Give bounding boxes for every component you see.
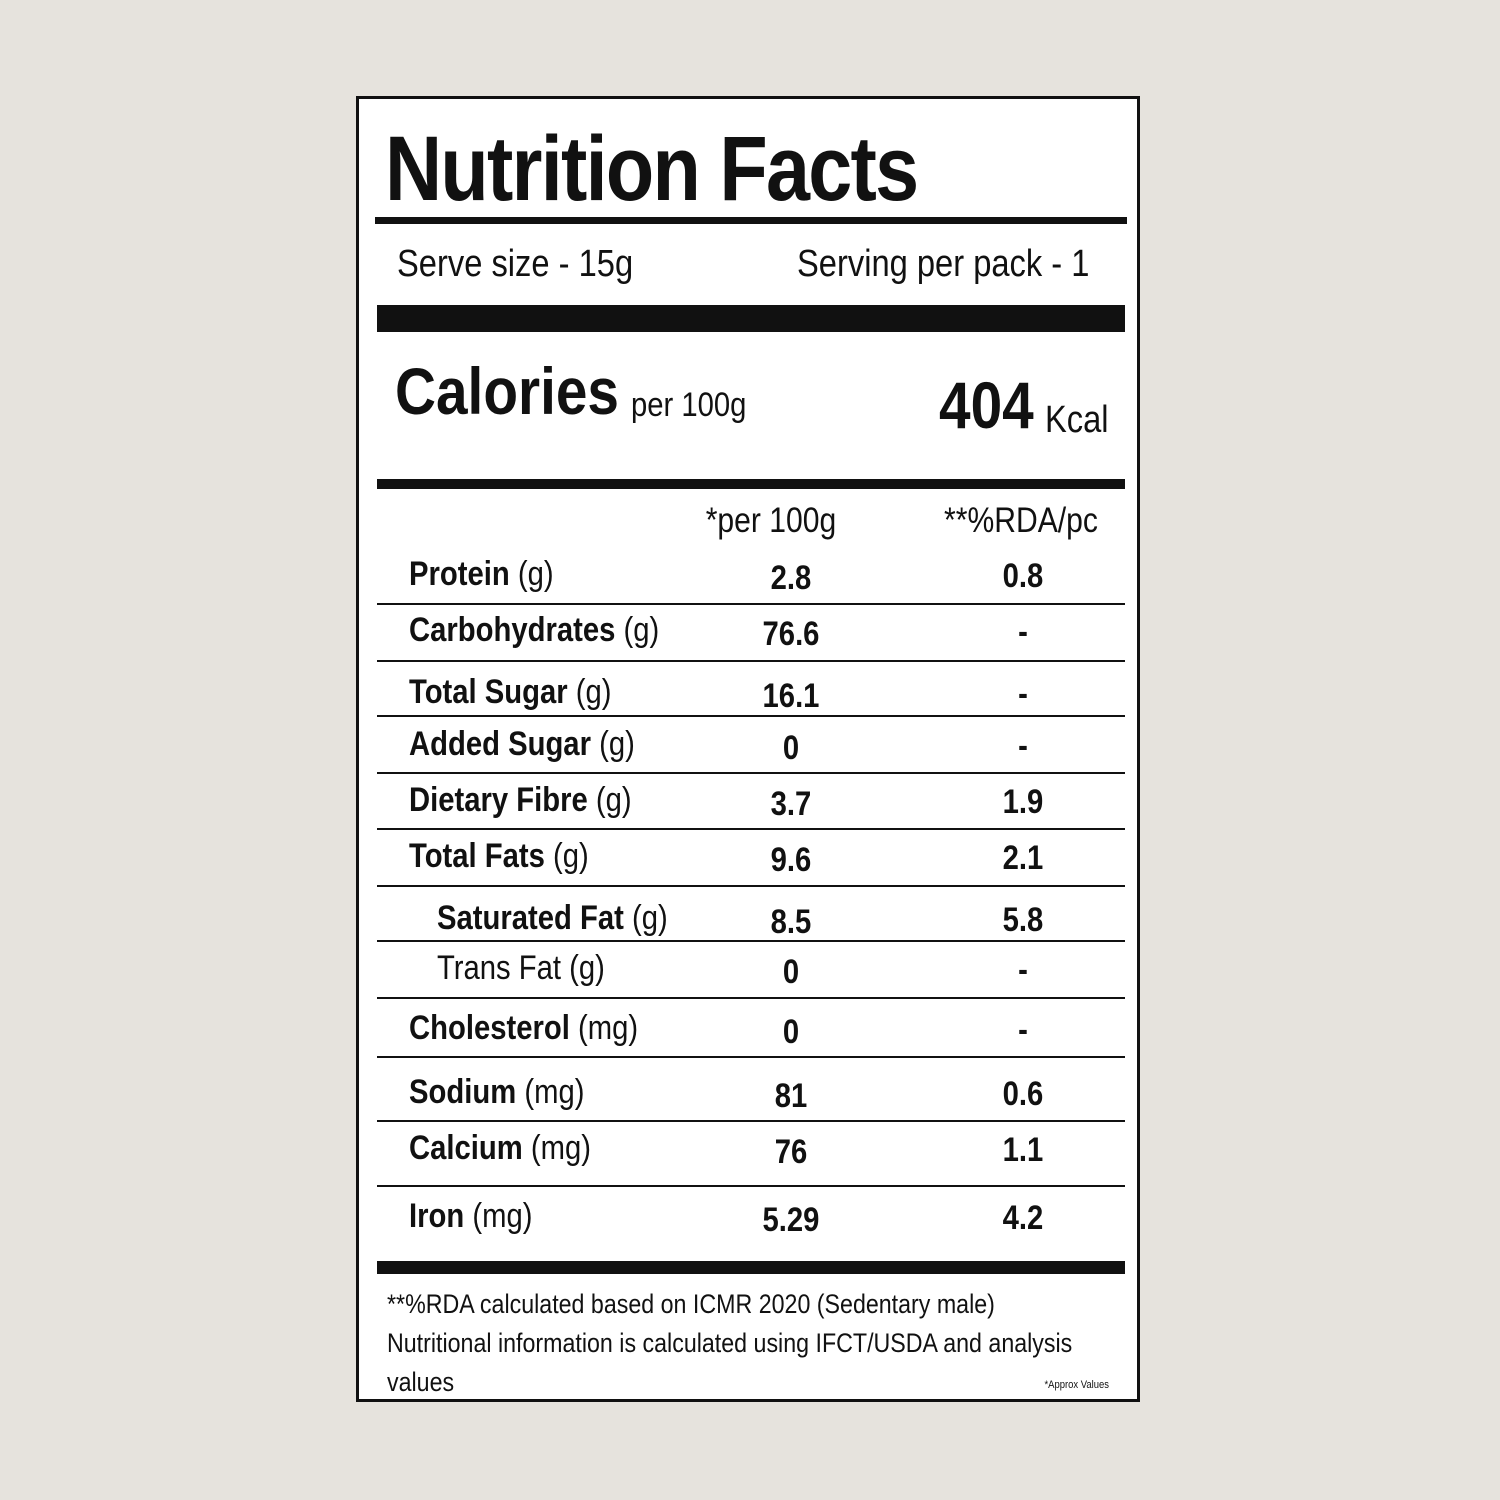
serving-bar (377, 305, 1125, 332)
nutrient-name: Total Fats (409, 837, 545, 875)
nutrient-unit: (mg) (530, 1129, 591, 1167)
servings-per-pack: Serving per pack - 1 (797, 243, 1090, 285)
calories-label: Calories (395, 354, 620, 428)
nutrient-label: Dietary Fibre (g) (409, 781, 632, 820)
nutrient-name: Trans Fat (437, 949, 562, 987)
calories-basis: per 100g (631, 386, 747, 424)
nutrient-name: Dietary Fibre (409, 781, 588, 819)
label-title: Nutrition Facts (385, 118, 919, 220)
row-divider (377, 885, 1125, 887)
nutrient-rda-value: - (1018, 675, 1028, 713)
nutrient-rda-value: 0.8 (1002, 557, 1044, 595)
nutrient-per100-value: 81 (774, 1077, 808, 1115)
nutrient-per100-value: 0 (782, 953, 800, 991)
nutrient-rda-value: 1.9 (1002, 783, 1044, 821)
footnote: **%RDA calculated based on ICMR 2020 (Se… (387, 1289, 1073, 1397)
bottom-bar (377, 1261, 1125, 1274)
nutrient-label: Sodium (mg) (409, 1073, 584, 1112)
nutrient-unit: (g) (631, 899, 668, 937)
row-divider (377, 772, 1125, 774)
row-divider (377, 940, 1125, 942)
nutrient-rda-value: - (1018, 951, 1028, 989)
row-divider (377, 997, 1125, 999)
nutrient-unit: (g) (517, 555, 554, 593)
serve-size: Serve size - 15g (397, 243, 634, 285)
nutrient-unit: (g) (569, 949, 605, 987)
nutrient-rda-value: - (1018, 1011, 1028, 1049)
nutrient-rda-value: - (1018, 613, 1028, 651)
nutrient-label: Saturated Fat (g) (437, 899, 668, 938)
row-divider (377, 1056, 1125, 1058)
nutrient-unit: (mg) (472, 1197, 533, 1235)
nutrient-label: Iron (mg) (409, 1197, 532, 1236)
nutrient-label: Trans Fat (g) (437, 949, 605, 988)
nutrient-name: Added Sugar (409, 725, 591, 763)
nutrient-per100-value: 76 (774, 1133, 808, 1171)
nutrient-unit: (g) (595, 781, 632, 819)
nutrient-name: Saturated Fat (437, 899, 624, 937)
nutrient-unit: (g) (553, 837, 589, 875)
nutrient-label: Total Fats (g) (409, 837, 589, 876)
calories-unit: Kcal (1045, 399, 1109, 441)
nutrient-unit: (g) (575, 673, 612, 711)
nutrient-per100-value: 16.1 (762, 677, 820, 715)
nutrient-label: Cholesterol (mg) (409, 1009, 638, 1048)
nutrient-name: Protein (409, 555, 510, 593)
nutrient-per100-value: 2.8 (770, 559, 812, 597)
nutrient-per100-value: 9.6 (770, 841, 812, 879)
nutrient-label: Total Sugar (g) (409, 673, 612, 712)
nutrition-label: Nutrition Facts Serve size - 15g Serving… (356, 96, 1140, 1402)
nutrient-name: Total Sugar (409, 673, 568, 711)
nutrient-label: Calcium (mg) (409, 1129, 591, 1168)
approx-note: *Approx Values (1044, 1379, 1109, 1391)
row-divider (377, 715, 1125, 717)
row-divider (377, 828, 1125, 830)
calories-value: 404 (939, 368, 1034, 442)
column-header-rda: **%RDA/pc (944, 501, 1098, 540)
row-divider (377, 1120, 1125, 1122)
calories-rule (377, 479, 1125, 489)
nutrient-name: Carbohydrates (409, 611, 616, 649)
nutrient-label: Carbohydrates (g) (409, 611, 659, 650)
nutrient-per100-value: 5.29 (762, 1201, 820, 1239)
nutrient-per100-value: 76.6 (762, 615, 820, 653)
row-divider (377, 603, 1125, 605)
nutrient-name: Cholesterol (409, 1009, 570, 1047)
column-header-per100: *per 100g (705, 501, 837, 540)
nutrient-unit: (mg) (524, 1073, 585, 1111)
nutrient-name: Calcium (409, 1129, 523, 1167)
row-divider (377, 660, 1125, 662)
nutrient-rda-value: 5.8 (1002, 901, 1044, 939)
nutrient-unit: (g) (599, 725, 635, 763)
nutrient-rda-value: 4.2 (1002, 1199, 1044, 1237)
nutrient-rda-value: 2.1 (1002, 839, 1044, 877)
row-divider (377, 1185, 1125, 1187)
nutrient-rda-value: 1.1 (1002, 1131, 1044, 1169)
nutrient-label: Added Sugar (g) (409, 725, 635, 764)
nutrient-name: Sodium (409, 1073, 517, 1111)
nutrient-unit: (mg) (577, 1009, 639, 1047)
nutrient-per100-value: 0 (782, 729, 800, 767)
nutrient-per100-value: 8.5 (770, 903, 812, 941)
nutrient-rda-value: - (1018, 727, 1028, 765)
nutrient-label: Protein (g) (409, 555, 554, 594)
nutrient-per100-value: 3.7 (770, 785, 812, 823)
nutrient-per100-value: 0 (782, 1013, 800, 1051)
nutrient-name: Iron (409, 1197, 465, 1235)
title-rule (375, 217, 1127, 224)
nutrient-unit: (g) (623, 611, 660, 649)
nutrient-rda-value: 0.6 (1002, 1075, 1044, 1113)
